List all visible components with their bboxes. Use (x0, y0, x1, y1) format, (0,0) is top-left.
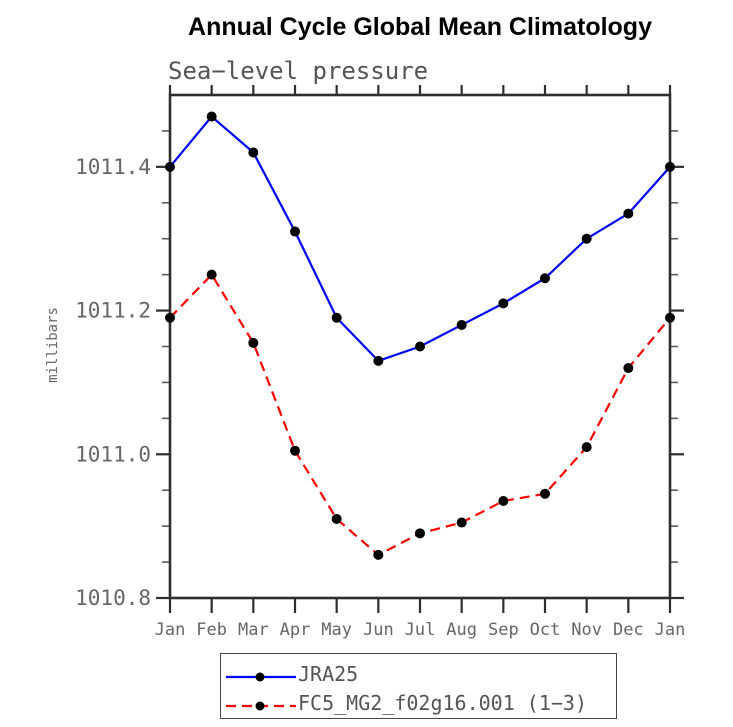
legend-line-sample-solid (226, 668, 296, 681)
y-tick-label: 1010.8 (75, 586, 151, 610)
data-point (498, 298, 509, 309)
data-point (206, 269, 217, 280)
data-point (581, 233, 592, 244)
chart-subtitle: Sea−level pressure (168, 57, 429, 85)
x-tick-label: Jan (655, 620, 686, 640)
legend-item-jra25: JRA25 (226, 659, 358, 688)
x-tick-label: Apr (280, 620, 311, 640)
data-point (665, 161, 675, 172)
y-axis-label: millibars (45, 307, 61, 383)
legend-label: JRA25 (298, 661, 359, 686)
x-tick-label: Jul (405, 620, 436, 640)
chart-title: Annual Cycle Global Mean Climatology (188, 13, 652, 41)
data-point (165, 312, 175, 323)
data-point (665, 312, 675, 323)
x-tick-label: May (321, 620, 352, 640)
legend: JRA25 FC5_MG2_f02g16.001 (1−3) (220, 653, 617, 719)
x-tick-label: Oct (530, 620, 561, 640)
data-point (373, 549, 384, 560)
data-point (456, 319, 467, 330)
legend-marker (255, 672, 265, 681)
data-point (540, 273, 550, 284)
x-tick-label: Jun (363, 620, 394, 640)
data-point (456, 517, 467, 528)
legend-item-fc5: FC5_MG2_f02g16.001 (1−3) (226, 688, 587, 717)
data-point (331, 513, 342, 524)
data-point (498, 495, 509, 506)
series-line-0 (169, 114, 671, 363)
data-point (623, 363, 634, 374)
x-tick-label: Mar (238, 620, 269, 640)
y-tick-label: 1011.2 (75, 299, 151, 323)
x-tick-label: Nov (571, 620, 602, 640)
plot-frame (168, 93, 672, 600)
data-point (248, 337, 259, 348)
data-point (415, 528, 425, 539)
data-point (373, 355, 384, 366)
x-tick-label: Aug (446, 620, 477, 640)
x-tick-label: Sep (488, 620, 519, 640)
data-point (623, 208, 634, 219)
data-point (248, 147, 259, 158)
x-tick-label: Feb (196, 620, 227, 640)
data-point (206, 111, 217, 122)
y-tick-label: 1011.4 (75, 155, 151, 179)
data-point (331, 312, 342, 323)
x-tick-label: Jan (155, 620, 186, 640)
data-point (581, 442, 592, 453)
legend-label: FC5_MG2_f02g16.001 (1−3) (298, 690, 587, 715)
legend-marker (255, 701, 265, 710)
data-point (165, 161, 175, 172)
y-tick-label: 1011.0 (75, 442, 151, 466)
data-point (540, 488, 550, 499)
data-point (290, 445, 300, 456)
data-point (290, 226, 300, 237)
x-tick-label: Dec (613, 620, 644, 640)
series-line-1 (169, 272, 671, 557)
legend-line-sample-dashed (226, 697, 296, 710)
data-point (415, 341, 425, 352)
